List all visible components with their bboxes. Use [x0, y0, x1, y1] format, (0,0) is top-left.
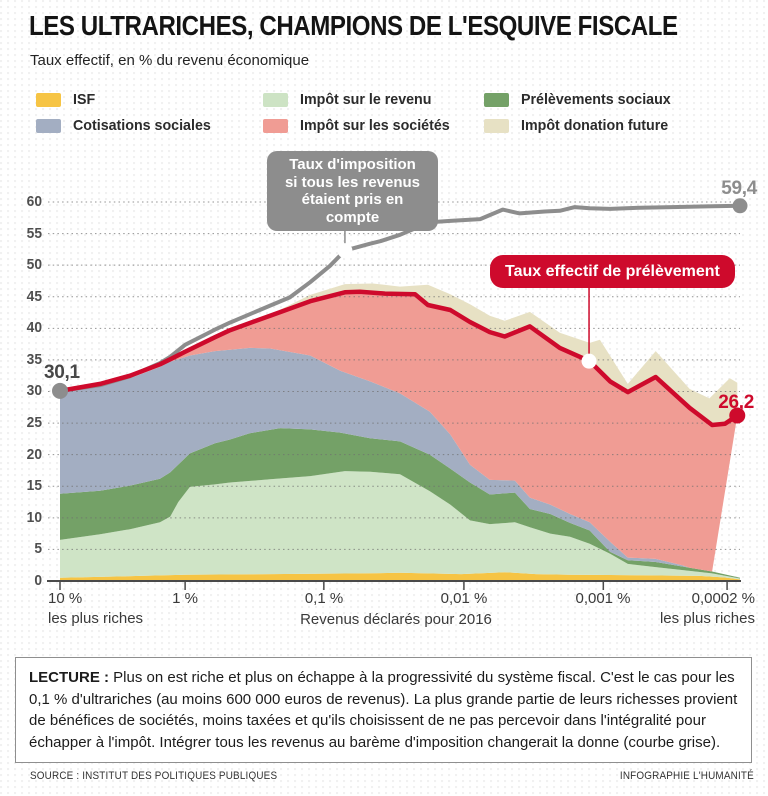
x-tick-label-0-1pct: 0,1 %: [304, 590, 344, 607]
x-tick-label-0-001pct: 0,001 %: [575, 590, 631, 607]
gray-end-value-label: 59,4: [721, 178, 757, 199]
chart-subtitle: Taux effectif, en % du revenu économique: [30, 52, 310, 69]
y-tick-label: 10: [26, 508, 42, 526]
legend-item-prelevements-sociaux: Prélèvements sociaux: [484, 91, 679, 108]
legend-item-impot-revenu: Impôt sur le revenu: [263, 91, 484, 108]
legend: ISF Cotisations sociales Impôt sur le re…: [36, 91, 679, 134]
x-tick-label-10pct: 10 % les plus riches: [48, 590, 144, 627]
y-tick-label: 15: [26, 477, 42, 495]
red-end-value-label: 26,2: [718, 392, 754, 413]
callout-taux-effectif: Taux effectif de prélèvement: [490, 255, 735, 288]
x-tick-label-0-0002pct: 0,0002 % les plus riches: [659, 590, 755, 627]
legend-label: Impôt sur les sociétés: [300, 117, 450, 134]
y-tick-label: 0: [34, 572, 42, 589]
legend-item-cotisations-sociales: Cotisations sociales: [36, 117, 263, 134]
legend-item-impot-societes: Impôt sur les sociétés: [263, 117, 484, 134]
callout-taux-imposition: Taux d'imposition si tous les revenus ét…: [267, 151, 438, 231]
lecture-text: Plus on est riche et plus on échappe à l…: [29, 669, 738, 751]
infographic-credit: INFOGRAPHIE L'HUMANITÉ: [619, 770, 754, 782]
start-value-label: 30,1: [44, 362, 80, 383]
y-tick-label: 55: [26, 224, 42, 242]
y-axis-labels: 0 5 10 15 20 25 30 35 40 45 50 55 60: [0, 0, 44, 796]
lecture-label: LECTURE :: [29, 669, 109, 686]
isf-swatch: [36, 92, 61, 107]
x-tick-label-1pct: 1 %: [172, 590, 198, 607]
callout-line: étaient pris en compte: [301, 191, 404, 226]
legend-label: Prélèvements sociaux: [521, 91, 671, 108]
x-axis-note: Revenus déclarés pour 2016: [300, 611, 492, 628]
lecture-note: LECTURE : Plus on est riche et plus on é…: [15, 657, 752, 763]
y-tick-label: 35: [26, 350, 42, 368]
impot-societes-swatch: [263, 118, 288, 133]
x-tick-label-0-01pct: 0,01 %: [440, 590, 488, 607]
impot-revenu-swatch: [263, 92, 288, 107]
y-tick-label: 40: [26, 319, 42, 337]
y-tick-label: 50: [26, 256, 42, 274]
source-credit: SOURCE : INSTITUT DES POLITIQUES PUBLIQU…: [30, 770, 278, 782]
legend-label: Impôt sur le revenu: [300, 91, 432, 108]
callout-line: Taux d'imposition: [289, 156, 416, 173]
legend-item-isf: ISF: [36, 91, 263, 108]
impot-donation-swatch: [484, 118, 509, 133]
legend-label: Impôt donation future: [521, 117, 669, 134]
y-tick-label: 30: [26, 382, 42, 400]
y-tick-label: 45: [26, 287, 42, 305]
y-tick-label: 25: [26, 414, 42, 432]
prelevements-sociaux-swatch: [484, 92, 509, 107]
legend-item-impot-donation: Impôt donation future: [484, 117, 679, 134]
y-tick-label: 60: [26, 192, 42, 210]
legend-label: Cotisations sociales: [73, 117, 211, 134]
page-title: LES ULTRARICHES, CHAMPIONS DE L'ESQUIVE …: [29, 10, 678, 41]
y-tick-label: 5: [34, 540, 42, 558]
legend-label: ISF: [73, 91, 96, 108]
callout-line: si tous les revenus: [284, 173, 421, 191]
y-tick-label: 20: [26, 445, 42, 463]
cotisations-sociales-swatch: [36, 118, 61, 133]
